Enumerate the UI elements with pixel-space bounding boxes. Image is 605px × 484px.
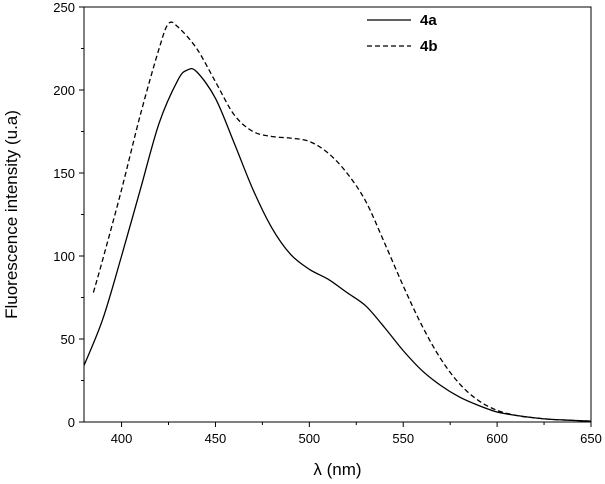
legend-label-4b: 4b — [420, 38, 438, 55]
x-axis-title: λ (nm) — [313, 460, 361, 479]
plot-area — [83, 6, 592, 423]
y-tick-label-0: 0 — [68, 415, 75, 430]
plot-frame — [83, 6, 592, 423]
y-tick-label-100: 100 — [53, 249, 75, 264]
x-tick-label-550: 550 — [392, 431, 414, 446]
x-tick-label-400: 400 — [111, 431, 133, 446]
series-layer — [83, 21, 592, 422]
x-tick-label-600: 600 — [486, 431, 508, 446]
legend-label-4a: 4a — [420, 12, 437, 29]
y-tick-label-200: 200 — [53, 83, 75, 98]
x-tick-label-450: 450 — [205, 431, 227, 446]
x-tick-label-650: 650 — [580, 431, 602, 446]
x-tick-label-500: 500 — [298, 431, 320, 446]
y-tick-label-50: 50 — [61, 332, 75, 347]
y-tick-label-150: 150 — [53, 166, 75, 181]
y-axis-title: Fluorescence intensity (u.a) — [2, 110, 21, 319]
y-axis-ticks: 0 50 100 150 200 250 — [53, 0, 84, 430]
y-tick-label-250: 250 — [53, 0, 75, 15]
legend: 4a 4b — [367, 12, 438, 55]
series-line-4a — [83, 67, 592, 422]
series-line-4b — [92, 21, 592, 422]
x-axis-ticks: 400 450 500 550 600 650 — [111, 422, 602, 446]
